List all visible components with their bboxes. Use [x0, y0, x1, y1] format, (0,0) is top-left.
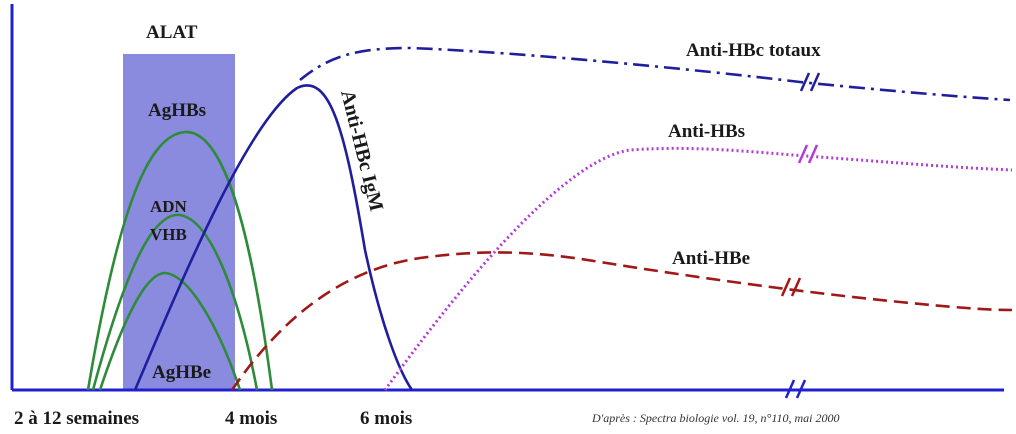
x-tick-label: 6 mois	[360, 408, 412, 429]
source-note: D'après : Spectra biologie vol. 19, n°11…	[591, 411, 839, 425]
label-anti-hbs: Anti-HBs	[668, 121, 745, 142]
series-agHBe-line	[98, 271, 242, 391]
label-adn: ADN	[150, 197, 188, 216]
anti-hbe-break	[780, 277, 802, 297]
series-adn-vhb-line	[91, 213, 259, 391]
x-axis-break	[784, 379, 807, 399]
x-tick-label: 4 mois	[225, 408, 277, 429]
x-tick-label: 2 à 12 semaines	[14, 408, 139, 429]
series-anti-hbc-totaux-line	[299, 46, 1011, 102]
label-anti-hbc-igm: Anti-HBc IgM	[336, 88, 387, 214]
anti-hbs-break	[797, 144, 819, 164]
label-anti-hbc-totaux: Anti-HBc totaux	[686, 40, 821, 61]
label-anti-hbe: Anti-HBe	[672, 248, 750, 269]
label-vhb: VHB	[150, 225, 187, 244]
series-anti-hbc-igm-line	[133, 84, 414, 391]
label-aghbe: AgHBe	[152, 362, 211, 383]
label-aghbs: AgHBs	[148, 100, 206, 121]
alat-label: ALAT	[146, 22, 198, 43]
series-anti-hbs-line	[383, 146, 1013, 391]
series-anti-hbe-line	[230, 251, 1013, 391]
series-agHBs-line	[86, 130, 274, 391]
anti-hbc-totaux-break	[799, 72, 821, 92]
